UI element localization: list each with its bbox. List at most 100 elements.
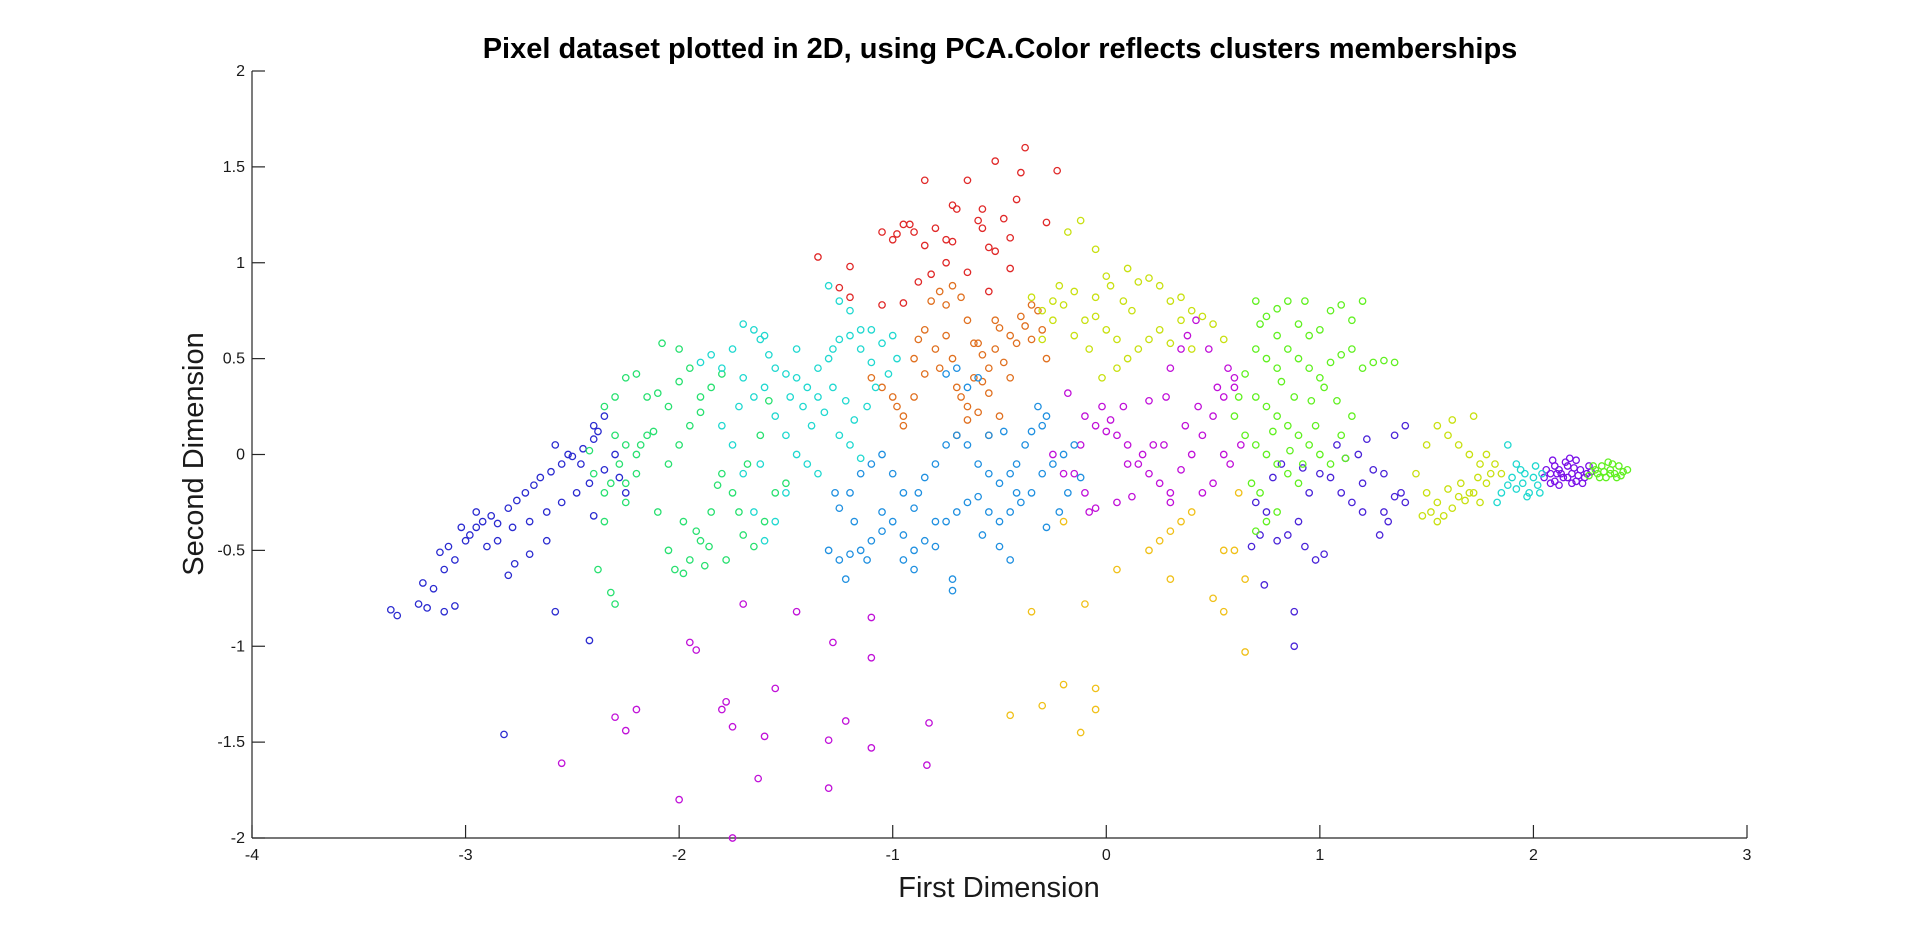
data-point bbox=[1102, 272, 1111, 281]
data-point bbox=[530, 481, 538, 490]
data-point bbox=[952, 364, 961, 373]
data-point bbox=[952, 383, 961, 392]
data-point bbox=[856, 345, 865, 353]
x-tick-label: -4 bbox=[245, 847, 259, 864]
data-point bbox=[1521, 469, 1529, 478]
data-point bbox=[974, 373, 982, 382]
data-point bbox=[910, 565, 918, 574]
data-point bbox=[974, 492, 982, 501]
data-point bbox=[1286, 446, 1294, 455]
x-axis-label: First Dimension bbox=[898, 872, 1099, 904]
data-point bbox=[1241, 431, 1249, 440]
data-point bbox=[735, 402, 743, 411]
data-point bbox=[1145, 335, 1153, 344]
data-point bbox=[782, 370, 790, 378]
series-6 bbox=[867, 281, 1051, 440]
data-point bbox=[867, 460, 876, 468]
data-point bbox=[1219, 546, 1228, 555]
data-point bbox=[984, 469, 993, 478]
data-point bbox=[1301, 297, 1309, 305]
data-point bbox=[1262, 312, 1271, 321]
data-point bbox=[942, 331, 950, 340]
data-point bbox=[707, 508, 716, 516]
data-point bbox=[841, 396, 850, 405]
data-point bbox=[1486, 469, 1495, 478]
data-point bbox=[1290, 642, 1299, 651]
data-point bbox=[1595, 473, 1604, 482]
data-point bbox=[1038, 326, 1047, 334]
data-point bbox=[829, 345, 837, 353]
data-point bbox=[713, 481, 722, 490]
data-point bbox=[910, 546, 918, 555]
data-point bbox=[1326, 306, 1335, 315]
data-point bbox=[1533, 481, 1542, 490]
data-point bbox=[685, 421, 694, 430]
data-point bbox=[995, 517, 1004, 526]
data-point bbox=[615, 473, 624, 482]
data-point bbox=[1119, 297, 1128, 305]
data-point bbox=[899, 421, 908, 430]
data-point bbox=[856, 454, 865, 463]
data-point bbox=[1138, 450, 1147, 459]
data-point bbox=[1600, 467, 1608, 476]
data-point bbox=[611, 713, 619, 722]
data-point bbox=[878, 508, 886, 516]
data-point bbox=[1059, 450, 1068, 459]
data-point bbox=[1091, 504, 1100, 513]
data-point bbox=[1247, 479, 1256, 488]
y-tick-label: -0.5 bbox=[217, 542, 245, 559]
data-point bbox=[1326, 358, 1335, 367]
data-point bbox=[1262, 402, 1271, 411]
data-point bbox=[585, 479, 594, 488]
data-point bbox=[1042, 523, 1051, 532]
data-point bbox=[743, 460, 752, 468]
data-point bbox=[1027, 427, 1036, 436]
data-point bbox=[685, 364, 694, 373]
data-point bbox=[846, 441, 854, 449]
data-point bbox=[1298, 460, 1307, 468]
data-point bbox=[1155, 536, 1164, 545]
data-point bbox=[1448, 416, 1457, 424]
data-point bbox=[1277, 460, 1286, 468]
data-point bbox=[984, 287, 993, 296]
data-point bbox=[705, 542, 713, 551]
data-point bbox=[1433, 498, 1442, 507]
data-point bbox=[1027, 301, 1036, 309]
data-point bbox=[436, 548, 444, 557]
data-point bbox=[878, 301, 886, 309]
data-point bbox=[1619, 467, 1627, 476]
data-point bbox=[1166, 488, 1175, 497]
data-point bbox=[1230, 373, 1239, 382]
data-point bbox=[1049, 460, 1057, 468]
data-point bbox=[493, 519, 502, 528]
series-2 bbox=[1247, 421, 1410, 651]
data-point bbox=[1623, 465, 1632, 474]
data-point bbox=[1390, 431, 1399, 440]
data-point bbox=[1448, 504, 1457, 513]
data-point bbox=[487, 512, 496, 520]
data-point bbox=[1070, 287, 1079, 296]
data-point bbox=[867, 326, 876, 334]
data-point bbox=[846, 550, 854, 559]
data-point bbox=[899, 488, 908, 497]
data-point bbox=[931, 542, 940, 551]
data-point bbox=[1283, 469, 1292, 478]
data-point bbox=[675, 795, 683, 804]
data-point bbox=[722, 556, 730, 564]
data-point bbox=[1123, 441, 1132, 449]
data-point bbox=[750, 508, 758, 516]
data-point bbox=[589, 435, 598, 444]
data-point bbox=[1491, 460, 1499, 468]
data-point bbox=[1113, 431, 1121, 440]
data-point bbox=[1192, 316, 1200, 325]
data-point bbox=[1384, 517, 1393, 526]
data-point bbox=[1380, 356, 1388, 365]
data-point bbox=[1348, 316, 1356, 325]
data-point bbox=[764, 396, 773, 405]
data-point bbox=[931, 224, 940, 233]
data-point bbox=[557, 498, 566, 507]
data-point bbox=[542, 536, 551, 545]
data-point bbox=[1091, 293, 1100, 302]
data-point bbox=[1469, 488, 1478, 497]
